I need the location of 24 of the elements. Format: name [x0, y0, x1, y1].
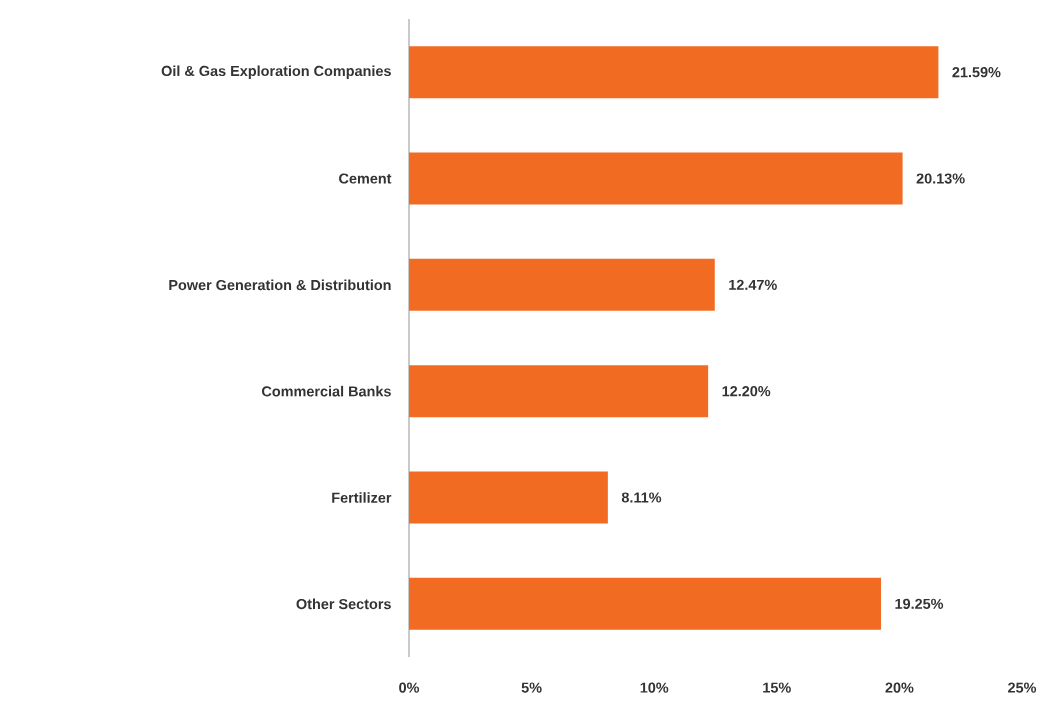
x-tick-label: 15%: [763, 682, 791, 693]
bar: [409, 471, 608, 524]
data-label: 19.25%: [895, 598, 944, 609]
data-label: 20.13%: [916, 173, 965, 184]
data-label: 21.59%: [952, 67, 1001, 78]
bar: [409, 152, 903, 205]
y-tick-label: Oil & Gas Exploration Companies: [161, 65, 391, 79]
x-tick-label: 10%: [640, 682, 669, 693]
x-tick-label: 0%: [399, 682, 420, 693]
data-label: 12.47%: [729, 279, 777, 290]
data-label: 8.11%: [621, 492, 662, 503]
y-tick-label: Other Sectors: [296, 598, 391, 610]
x-tick-label: 5%: [521, 682, 542, 693]
x-tick-label: 25%: [1008, 682, 1037, 693]
data-label: 12.20%: [722, 386, 771, 397]
bar: [409, 258, 715, 311]
y-tick-label: Power Generation & Distribution: [169, 279, 391, 291]
bar: [409, 46, 939, 99]
y-tick-label: Fertilizer: [332, 492, 392, 503]
y-tick-label: Cement: [339, 173, 392, 184]
bar: [409, 365, 709, 418]
y-tick-label: Commercial Banks: [262, 385, 391, 397]
bar: [409, 577, 882, 630]
x-tick-label: 20%: [885, 682, 914, 693]
